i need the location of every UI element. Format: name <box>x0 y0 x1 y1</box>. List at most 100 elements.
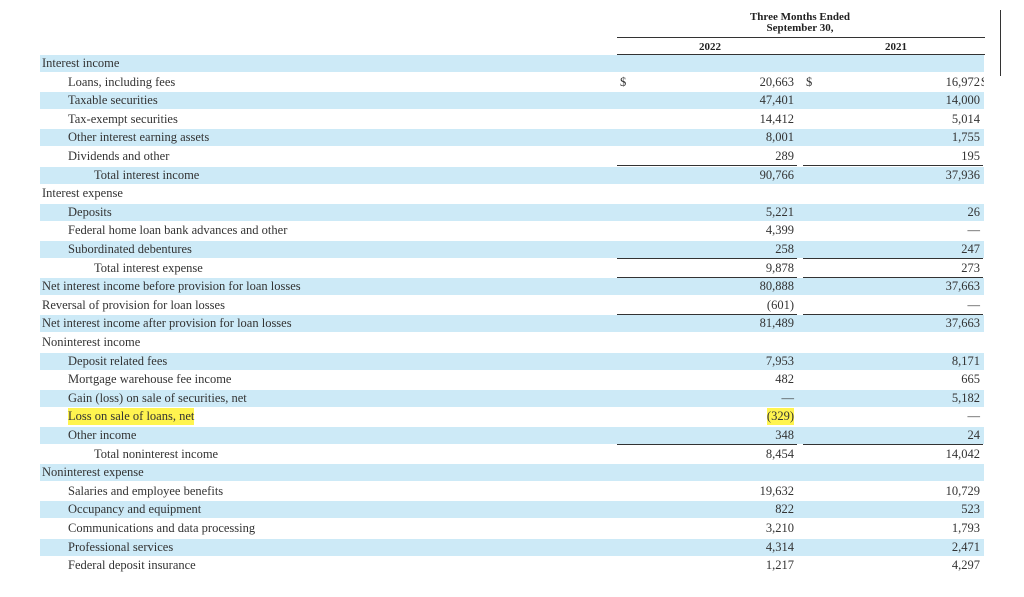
table-row: Tax-exempt securities 14,412 5,014 <box>40 111 984 128</box>
value-2022: 3,210 <box>765 521 794 535</box>
row-label: Reversal of provision for loan losses <box>42 297 225 312</box>
subtotal-rule <box>803 258 983 259</box>
value-2021: — <box>967 297 981 312</box>
table-row: Total interest expense 9,878 273 <box>40 260 984 278</box>
table-row: Subordinated debentures 258 247 <box>40 241 984 259</box>
value-2021: 37,663 <box>945 316 980 331</box>
value-2022: 5,221 <box>765 204 794 219</box>
value-2022: 4,314 <box>765 539 794 554</box>
table-row: Net interest income after provision for … <box>40 315 984 333</box>
value-2022: 8,454 <box>765 446 794 461</box>
table-row: Federal home loan bank advances and othe… <box>40 222 984 239</box>
table-row: Occupancy and equipment 822 523 <box>40 501 984 519</box>
table-row: Other income 348 24 <box>40 427 984 445</box>
row-label: Loss on sale of loans, net <box>68 408 195 426</box>
table-row: Interest income <box>40 55 984 72</box>
column-header-rule <box>617 54 985 55</box>
row-label: Subordinated debentures <box>68 242 192 256</box>
value-2021: 1,755 <box>951 130 980 145</box>
value-2021: 523 <box>961 502 980 517</box>
subtotal-rule <box>617 313 797 315</box>
row-label: Occupancy and equipment <box>68 502 202 517</box>
table-row: Gain (loss) on sale of securities, net — 5… <box>40 389 984 407</box>
column-header-2022: 2022 <box>699 41 721 53</box>
value-2022: 20,663 <box>759 74 794 89</box>
period-label: Three Months Ended <box>749 11 851 23</box>
row-label: Dividends and other <box>68 149 170 163</box>
row-label: Mortgage warehouse fee income <box>68 372 232 387</box>
row-label: Deposit related fees <box>68 353 168 368</box>
value-2021: 37,936 <box>945 167 980 182</box>
table-row: Deposits 5,221 26 <box>40 203 984 221</box>
table-row: Reversal of provision for loan losses (60… <box>40 297 984 315</box>
row-label: Interest income <box>42 56 120 70</box>
value-2021: 5,182 <box>951 390 980 405</box>
value-2022: 19,632 <box>759 483 794 498</box>
value-2021: 10,729 <box>945 483 980 498</box>
currency-symbol: $ <box>806 74 813 89</box>
value-2022: (329) <box>766 408 794 426</box>
value-2021: 1,793 <box>951 521 980 535</box>
row-label: Tax-exempt securities <box>68 111 178 126</box>
row-label: Gain (loss) on sale of securities, net <box>68 390 247 405</box>
table-row: Loans, including fees$20,663$16,972$ <box>40 74 984 91</box>
table-row: Noninterest income <box>40 334 984 351</box>
value-2021: — <box>967 223 981 238</box>
row-label: Communications and data processing <box>68 521 256 535</box>
row-label: Noninterest income <box>42 335 141 349</box>
row-label: Noninterest expense <box>42 465 144 480</box>
table-row: Loss on sale of loans, net (329) — <box>40 408 984 426</box>
value-2022: 348 <box>775 428 794 442</box>
row-label: Salaries and employee benefits <box>68 483 224 498</box>
value-2022: — <box>781 390 795 405</box>
value-2022: 81,489 <box>759 316 794 331</box>
table-row: Noninterest expense <box>40 464 984 482</box>
value-2021: 14,042 <box>945 446 980 461</box>
row-label: Federal deposit insurance <box>68 558 196 573</box>
value-2022: 47,401 <box>759 93 794 108</box>
currency-symbol: $ <box>620 74 627 89</box>
value-2021: 14,000 <box>945 93 980 108</box>
table-row: Professional services 4,314 2,471 <box>40 538 984 556</box>
value-2021: 26 <box>967 204 981 219</box>
table-row: Deposit related fees 7,953 8,171 <box>40 352 984 370</box>
row-label: Total noninterest income <box>94 446 219 461</box>
period-date: September 30, <box>766 22 834 34</box>
row-label: Professional services <box>68 539 174 554</box>
subtotal-rule <box>803 444 983 445</box>
table-row: Federal deposit insurance 1,217 4,297 <box>40 557 984 574</box>
row-label: Total interest income <box>94 167 200 182</box>
table-row: Taxable securities 47,401 14,000 <box>40 92 984 110</box>
row-label: Total interest expense <box>94 260 203 275</box>
value-2021: — <box>967 409 981 424</box>
value-2021: 37,663 <box>945 279 980 294</box>
subtotal-rule <box>803 276 983 278</box>
table-row: Interest expense <box>40 185 984 202</box>
value-2021: 195 <box>961 149 980 163</box>
table-row: Salaries and employee benefits 19,632 10,7… <box>40 483 984 500</box>
row-label: Other income <box>68 428 137 442</box>
value-2021: 24 <box>967 428 981 442</box>
period-header: Three Months Ended September 30, <box>700 12 900 34</box>
row-label: Net interest income before provision for… <box>42 279 301 294</box>
value-2021: 2,471 <box>951 539 980 554</box>
row-label: Deposits <box>68 204 112 219</box>
value-2022: 822 <box>775 502 794 517</box>
subtotal-rule <box>803 165 983 166</box>
value-2021: 5,014 <box>951 111 980 126</box>
value-2022: 9,878 <box>765 260 794 275</box>
row-label: Federal home loan bank advances and othe… <box>68 223 288 238</box>
row-label: Net interest income after provision for … <box>42 316 292 331</box>
value-2022: 7,953 <box>765 353 794 368</box>
value-2022: 1,217 <box>765 558 794 573</box>
subtotal-rule <box>617 258 797 259</box>
table-row: Other interest earning assets 8,001 1,755 <box>40 129 984 147</box>
subtotal-rule <box>617 165 797 166</box>
value-2022: 8,001 <box>765 130 794 145</box>
table-row: Dividends and other 289 195 <box>40 148 984 166</box>
table-row: Net interest income before provision for… <box>40 278 984 296</box>
column-header-2021: 2021 <box>885 41 907 53</box>
value-2022: (601) <box>766 297 794 312</box>
value-2022: 4,399 <box>765 223 794 238</box>
